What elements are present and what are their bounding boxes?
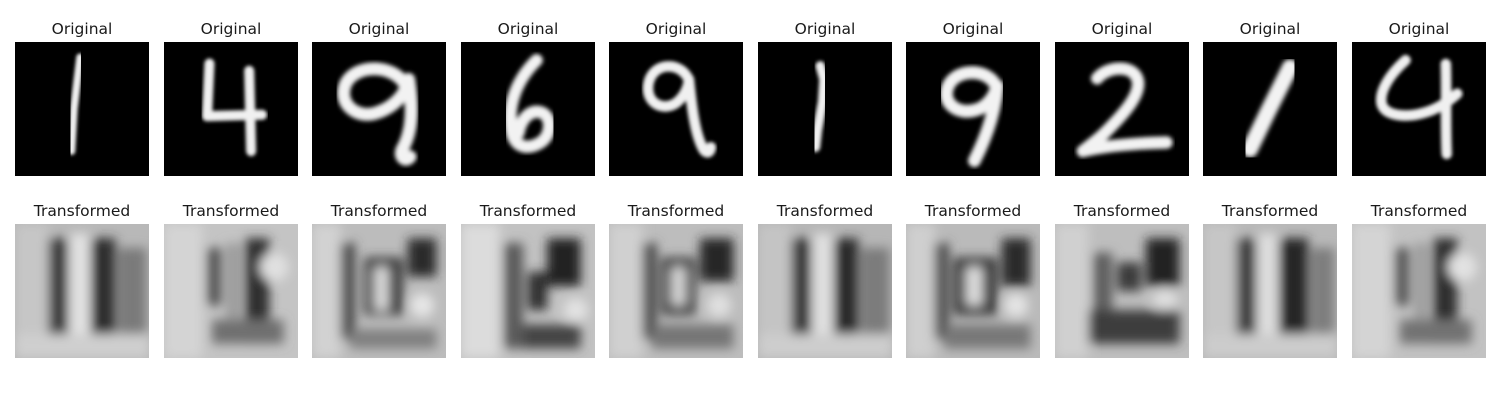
panel-title: Transformed <box>164 202 298 220</box>
panel-title: Transformed <box>1352 202 1486 220</box>
panel-title: Transformed <box>461 202 595 220</box>
transformed-image <box>461 224 595 358</box>
transformed-image <box>758 224 892 358</box>
panel-title: Transformed <box>758 202 892 220</box>
panel-title: Transformed <box>312 202 446 220</box>
panel-title: Transformed <box>1055 202 1189 220</box>
transformed-image <box>1352 224 1486 358</box>
panel-title: Original <box>906 20 1040 38</box>
panel-title: Original <box>1055 20 1189 38</box>
original-digit-image <box>906 42 1040 176</box>
panel-title: Original <box>15 20 149 38</box>
panel-title: Original <box>164 20 298 38</box>
transformed-image <box>906 224 1040 358</box>
panel-title: Original <box>312 20 446 38</box>
original-digit-image <box>1055 42 1189 176</box>
transformed-image <box>1055 224 1189 358</box>
transformed-image <box>15 224 149 358</box>
panel-title: Original <box>1203 20 1337 38</box>
transformed-image <box>609 224 743 358</box>
original-digit-image <box>461 42 595 176</box>
panel-title: Transformed <box>906 202 1040 220</box>
transformed-image <box>164 224 298 358</box>
transformed-image <box>312 224 446 358</box>
panel-title: Original <box>461 20 595 38</box>
original-digit-image <box>15 42 149 176</box>
original-digit-image <box>164 42 298 176</box>
original-digit-image <box>1352 42 1486 176</box>
panel-title: Transformed <box>15 202 149 220</box>
original-digit-image <box>312 42 446 176</box>
original-digit-image <box>1203 42 1337 176</box>
panel-title: Original <box>1352 20 1486 38</box>
panel-title: Transformed <box>1203 202 1337 220</box>
panel-title: Original <box>758 20 892 38</box>
original-digit-image <box>609 42 743 176</box>
panel-title: Original <box>609 20 743 38</box>
transformed-image <box>1203 224 1337 358</box>
panel-title: Transformed <box>609 202 743 220</box>
original-digit-image <box>758 42 892 176</box>
